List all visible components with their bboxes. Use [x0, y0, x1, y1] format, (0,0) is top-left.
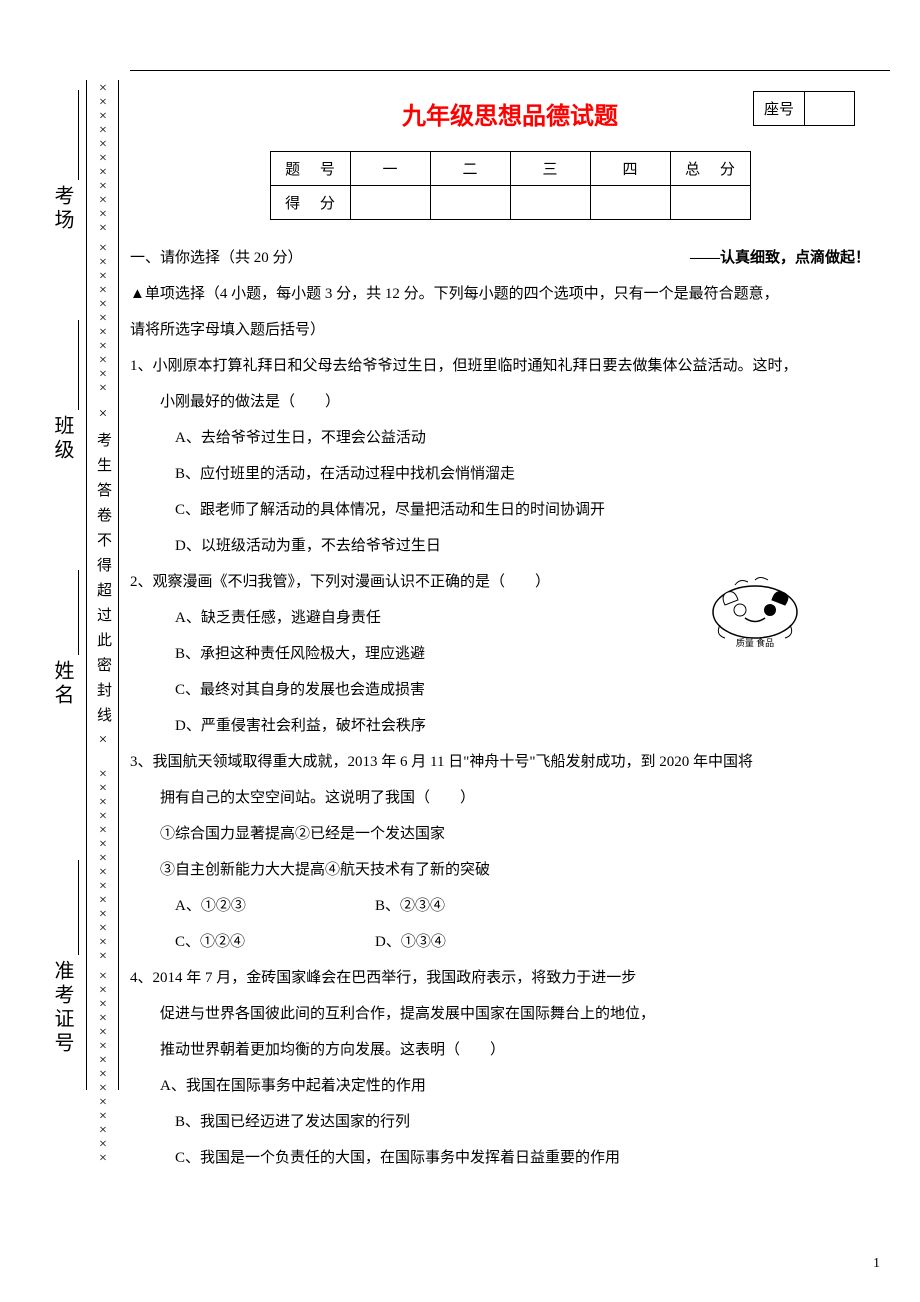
mc-intro-2: 请将所选字母填入题后括号）	[130, 312, 870, 348]
score-cell[interactable]	[430, 186, 510, 220]
q3-opts2: ③自主创新能力大大提高④航天技术有了新的突破	[130, 852, 870, 888]
q4-stem2: 促进与世界各国彼此间的互利合作，提高发展中国家在国际舞台上的地位，	[130, 996, 870, 1032]
q3-optD: D、①③④	[375, 924, 575, 960]
q1-optA: A、去给爷爷过生日，不理会公益活动	[130, 420, 870, 456]
score-cell[interactable]	[350, 186, 430, 220]
score-cell[interactable]	[670, 186, 750, 220]
cell: 四	[590, 152, 670, 186]
x-group-4: ××××××××××××××	[92, 970, 114, 1166]
score-cell[interactable]	[590, 186, 670, 220]
q3-optC: C、①②④	[175, 924, 375, 960]
table-row: 得 分	[270, 186, 750, 220]
side-label-column: 考场 班级 姓名 准考证号	[40, 90, 80, 1090]
zhunkao-line	[78, 860, 79, 955]
q1-optD: D、以班级活动为重，不去给爷爷过生日	[130, 528, 870, 564]
q3-opts1: ①综合国力显著提高②已经是一个发达国家	[130, 816, 870, 852]
cell-header: 总 分	[670, 152, 750, 186]
table-row: 题 号 一 二 三 四 总 分	[270, 152, 750, 186]
q1-optC: C、跟老师了解活动的具体情况，尽量把活动和生日的时间协调开	[130, 492, 870, 528]
zhunkao-label: 准考证号	[48, 960, 77, 1056]
exam-title: 九年级思想品德试题	[402, 96, 618, 131]
q1-stem: 1、小刚原本打算礼拜日和父母去给爷爷过生日，但班里临时通知礼拜日要去做集体公益活…	[130, 348, 870, 384]
x-group-1: ×××××××××××	[92, 82, 114, 236]
q4-optA: A、我国在国际事务中起着决定性的作用	[130, 1068, 870, 1104]
kaochang-label: 考场	[48, 185, 77, 233]
x-group-2: ×××××××××××	[92, 242, 114, 396]
q2-optD: D、严重侵害社会利益，破坏社会秩序	[130, 708, 870, 744]
cell: 三	[510, 152, 590, 186]
seat-number-box: 座号	[753, 91, 855, 126]
q3-stem: 3、我国航天领域取得重大成就，2013 年 6 月 11 日"神舟十号"飞船发射…	[130, 744, 870, 780]
cell: 二	[430, 152, 510, 186]
score-table: 题 号 一 二 三 四 总 分 得 分	[270, 151, 751, 220]
section1-left: 一、请你选择（共 20 分）	[130, 240, 303, 276]
question-content: 一、请你选择（共 20 分） ——认真细致，点滴做起！ ▲单项选择（4 小题，每…	[130, 240, 890, 1176]
q4-stem: 4、2014 年 7 月，金砖国家峰会在巴西举行，我国政府表示，将致力于进一步	[130, 960, 870, 996]
xingming-label: 姓名	[48, 660, 77, 708]
binding-line-inner	[86, 80, 87, 1090]
cartoon-caption: 质量 食品	[736, 637, 774, 648]
page-number: 1	[873, 1256, 880, 1272]
q3-optA: A、①②③	[175, 888, 375, 924]
q3-optB: B、②③④	[375, 888, 575, 924]
q1-optB: B、应付班里的活动，在活动过程中找机会悄悄溜走	[130, 456, 870, 492]
banji-line	[78, 320, 79, 410]
cell-header: 得 分	[270, 186, 350, 220]
x-group-3: ××××××××××××××	[92, 768, 114, 964]
seal-column: ××××××××××× ××××××××××× ×考生答卷不得超过此密封线× ×…	[92, 82, 114, 1172]
score-cell[interactable]	[510, 186, 590, 220]
kaochang-line	[78, 90, 79, 180]
binding-line-outer	[118, 80, 119, 1090]
section1-right: ——认真细致，点滴做起！	[690, 240, 870, 276]
q4-optB: B、我国已经迈进了发达国家的行列	[130, 1104, 870, 1140]
q2-optC: C、最终对其自身的发展也会造成损害	[130, 672, 870, 708]
cartoon-image: 质量 食品	[700, 570, 810, 650]
seal-text: ×考生答卷不得超过此密封线×	[96, 406, 110, 758]
seat-label: 座号	[753, 91, 805, 126]
mc-intro-1: ▲单项选择（4 小题，每小题 3 分，共 12 分。下列每小题的四个选项中，只有…	[130, 276, 870, 312]
q4-stem3: 推动世界朝着更加均衡的方向发展。这表明（ ）	[130, 1032, 870, 1068]
seat-value[interactable]	[805, 91, 855, 126]
cell-header: 题 号	[270, 152, 350, 186]
xingming-line	[78, 570, 79, 655]
cell: 一	[350, 152, 430, 186]
q4-optC: C、我国是一个负责任的大国，在国际事务中发挥着日益重要的作用	[130, 1140, 870, 1176]
banji-label: 班级	[48, 415, 77, 463]
q3-stem2: 拥有自己的太空空间站。这说明了我国（ ）	[130, 780, 870, 816]
q1-stem2: 小刚最好的做法是（ ）	[130, 384, 870, 420]
